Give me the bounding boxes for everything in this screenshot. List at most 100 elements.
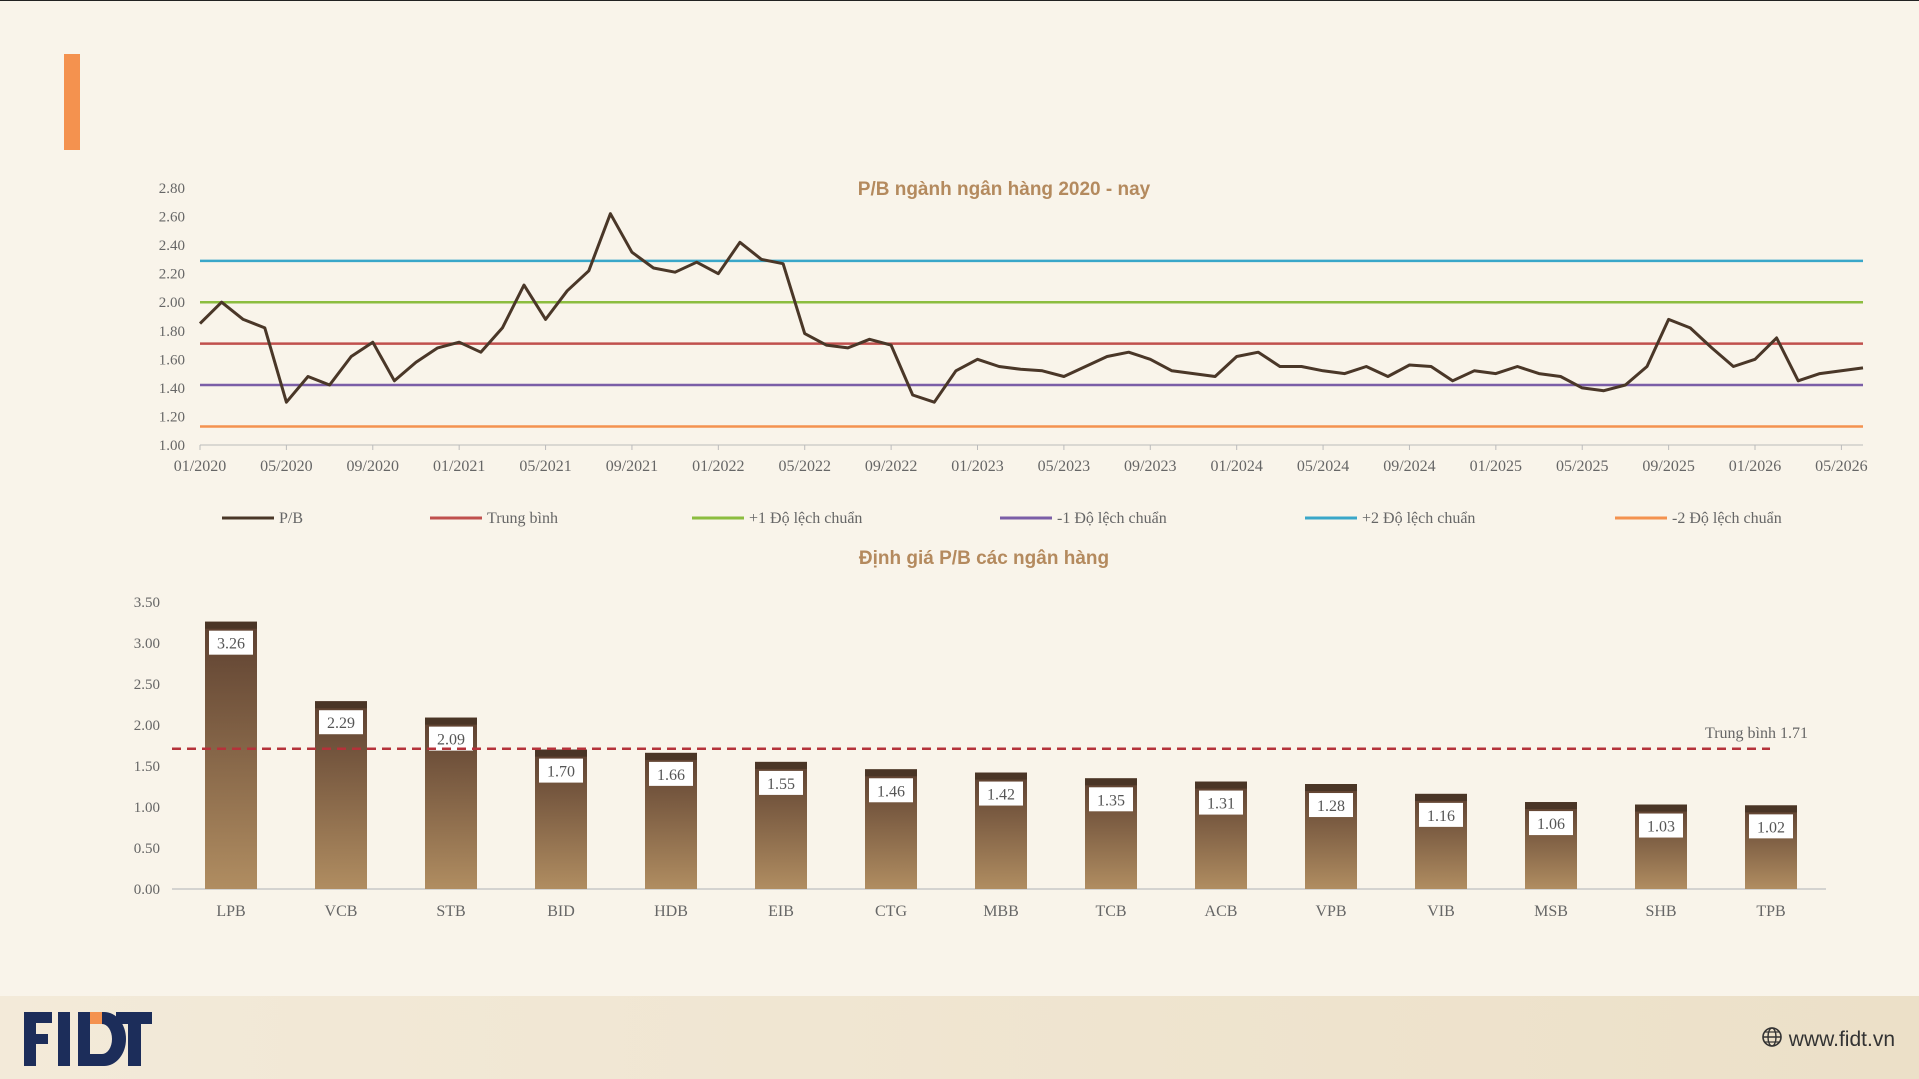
legend-label: Trung bình [487, 510, 558, 527]
line-y-tick-label: 1.20 [159, 409, 185, 425]
data-label: 1.55 [767, 776, 795, 793]
data-label-box [1199, 790, 1243, 815]
data-label: 1.66 [657, 767, 685, 784]
bar-category-label: MBB [983, 903, 1019, 920]
line-x-tick-label: 09/2024 [1383, 458, 1435, 475]
pb-series-line [198, 212, 1864, 404]
website-text: www.fidt.vn [1788, 1028, 1895, 1051]
bar-category-label: VIB [1427, 903, 1455, 920]
bar-cap [1745, 805, 1797, 813]
data-label: 1.70 [547, 764, 575, 781]
data-label: 1.42 [987, 787, 1015, 804]
footer-band [0, 996, 1919, 1079]
website-link[interactable]: www.fidt.vn [1761, 1026, 1895, 1054]
line-y-tick-label: 1.80 [159, 324, 185, 340]
data-label-box [1309, 793, 1353, 818]
line-x-tick-label: 09/2023 [1124, 458, 1176, 475]
line-x-tick-label: 05/2025 [1556, 458, 1608, 475]
average-label: Trung bình 1.71 [1705, 725, 1808, 742]
data-label: 1.28 [1317, 798, 1345, 815]
bar-cap [1305, 784, 1357, 792]
bar-y-tick-label: 0.00 [134, 882, 160, 898]
bar-category-label: ACB [1205, 903, 1238, 920]
bar-category-label: CTG [875, 903, 907, 920]
bar-cap [315, 701, 367, 709]
data-label: 1.35 [1097, 792, 1125, 809]
bar-cap [975, 772, 1027, 780]
bar-y-tick-label: 3.00 [134, 636, 160, 652]
bar-y-tick-label: 2.00 [134, 718, 160, 734]
line-x-tick-label: 01/2021 [433, 458, 485, 475]
legend-label: +1 Độ lệch chuẩn [749, 510, 862, 527]
data-label: 1.03 [1647, 819, 1675, 836]
line-x-tick-label: 05/2020 [260, 458, 312, 475]
bar-cap [1635, 804, 1687, 812]
line-x-tick-label: 01/2026 [1729, 458, 1781, 475]
data-label-box [1419, 802, 1463, 827]
data-label: 3.26 [217, 636, 245, 653]
bar-y-tick-label: 0.50 [134, 841, 160, 857]
line-x-tick-label: 01/2023 [951, 458, 1003, 475]
legend-label: P/B [279, 510, 303, 527]
bar-category-label: LPB [216, 903, 245, 920]
bar-category-label: TPB [1756, 903, 1785, 920]
line-x-tick-label: 01/2024 [1210, 458, 1262, 475]
line-chart-title: P/B ngành ngân hàng 2020 - nay [858, 179, 1151, 200]
line-x-tick-label: 05/2024 [1297, 458, 1349, 475]
data-label: 1.02 [1757, 819, 1785, 836]
bar-cap [1085, 778, 1137, 786]
data-label-box [1089, 787, 1133, 812]
data-label-box [1529, 811, 1573, 836]
bar-category-label: TCB [1095, 903, 1126, 920]
bar-lpb [205, 621, 257, 889]
bar-chart-title: Định giá P/B các ngân hàng [859, 548, 1109, 569]
data-label: 1.16 [1427, 808, 1455, 825]
data-label-box [429, 726, 473, 751]
data-label-box [1749, 814, 1793, 839]
data-label-box [979, 781, 1023, 806]
bar-cap [1415, 793, 1467, 801]
line-y-tick-label: 1.00 [159, 438, 185, 454]
bar-y-tick-label: 1.50 [134, 759, 160, 775]
data-label-box [759, 770, 803, 795]
bar-y-tick-label: 3.50 [134, 595, 160, 611]
bar-category-label: STB [436, 903, 465, 920]
data-label: 1.06 [1537, 816, 1565, 833]
data-label-box [649, 761, 693, 786]
bar-category-label: VPB [1315, 903, 1346, 920]
bar-category-label: VCB [325, 903, 358, 920]
bar-y-tick-label: 1.00 [134, 800, 160, 816]
data-label-box [319, 710, 363, 735]
data-label-box [869, 778, 913, 803]
bar-cap [425, 717, 477, 725]
bar-cap [865, 769, 917, 777]
accent-bar [64, 54, 80, 150]
bar-cap [755, 761, 807, 769]
pb-bar-chart: Định giá P/B các ngân hàng 0.00 0.50 1.00 1… [134, 548, 1826, 920]
bar-cap [645, 752, 697, 760]
bar-cap [1525, 802, 1577, 810]
bar-category-label: BID [547, 903, 575, 920]
line-x-tick-label: 01/2022 [692, 458, 744, 475]
bar-cap [535, 749, 587, 757]
line-y-tick-label: 2.40 [159, 238, 185, 254]
line-x-tick-label: 05/2026 [1815, 458, 1867, 475]
data-label-box [209, 630, 253, 655]
line-x-tick-label: 09/2021 [606, 458, 658, 475]
bar-cap [205, 621, 257, 629]
line-x-tick-label: 05/2021 [519, 458, 571, 475]
bar-category-label: HDB [654, 903, 688, 920]
line-x-tick-label: 05/2022 [779, 458, 831, 475]
data-label: 2.29 [327, 715, 355, 732]
line-x-tick-label: 09/2020 [347, 458, 399, 475]
bar-cap [1195, 781, 1247, 789]
legend-label: -1 Độ lệch chuẩn [1057, 510, 1167, 527]
line-y-tick-label: 2.20 [159, 267, 185, 283]
line-y-tick-label: 2.00 [159, 295, 185, 311]
data-label-box [1639, 813, 1683, 838]
data-label: 1.31 [1207, 796, 1235, 813]
line-y-tick-label: 1.40 [159, 381, 185, 397]
pb-line-chart: P/B ngành ngân hàng 2020 - nay 1.00 1.20 1… [159, 179, 1868, 527]
line-y-tick-label: 2.60 [159, 210, 185, 226]
bar-category-label: SHB [1645, 903, 1676, 920]
